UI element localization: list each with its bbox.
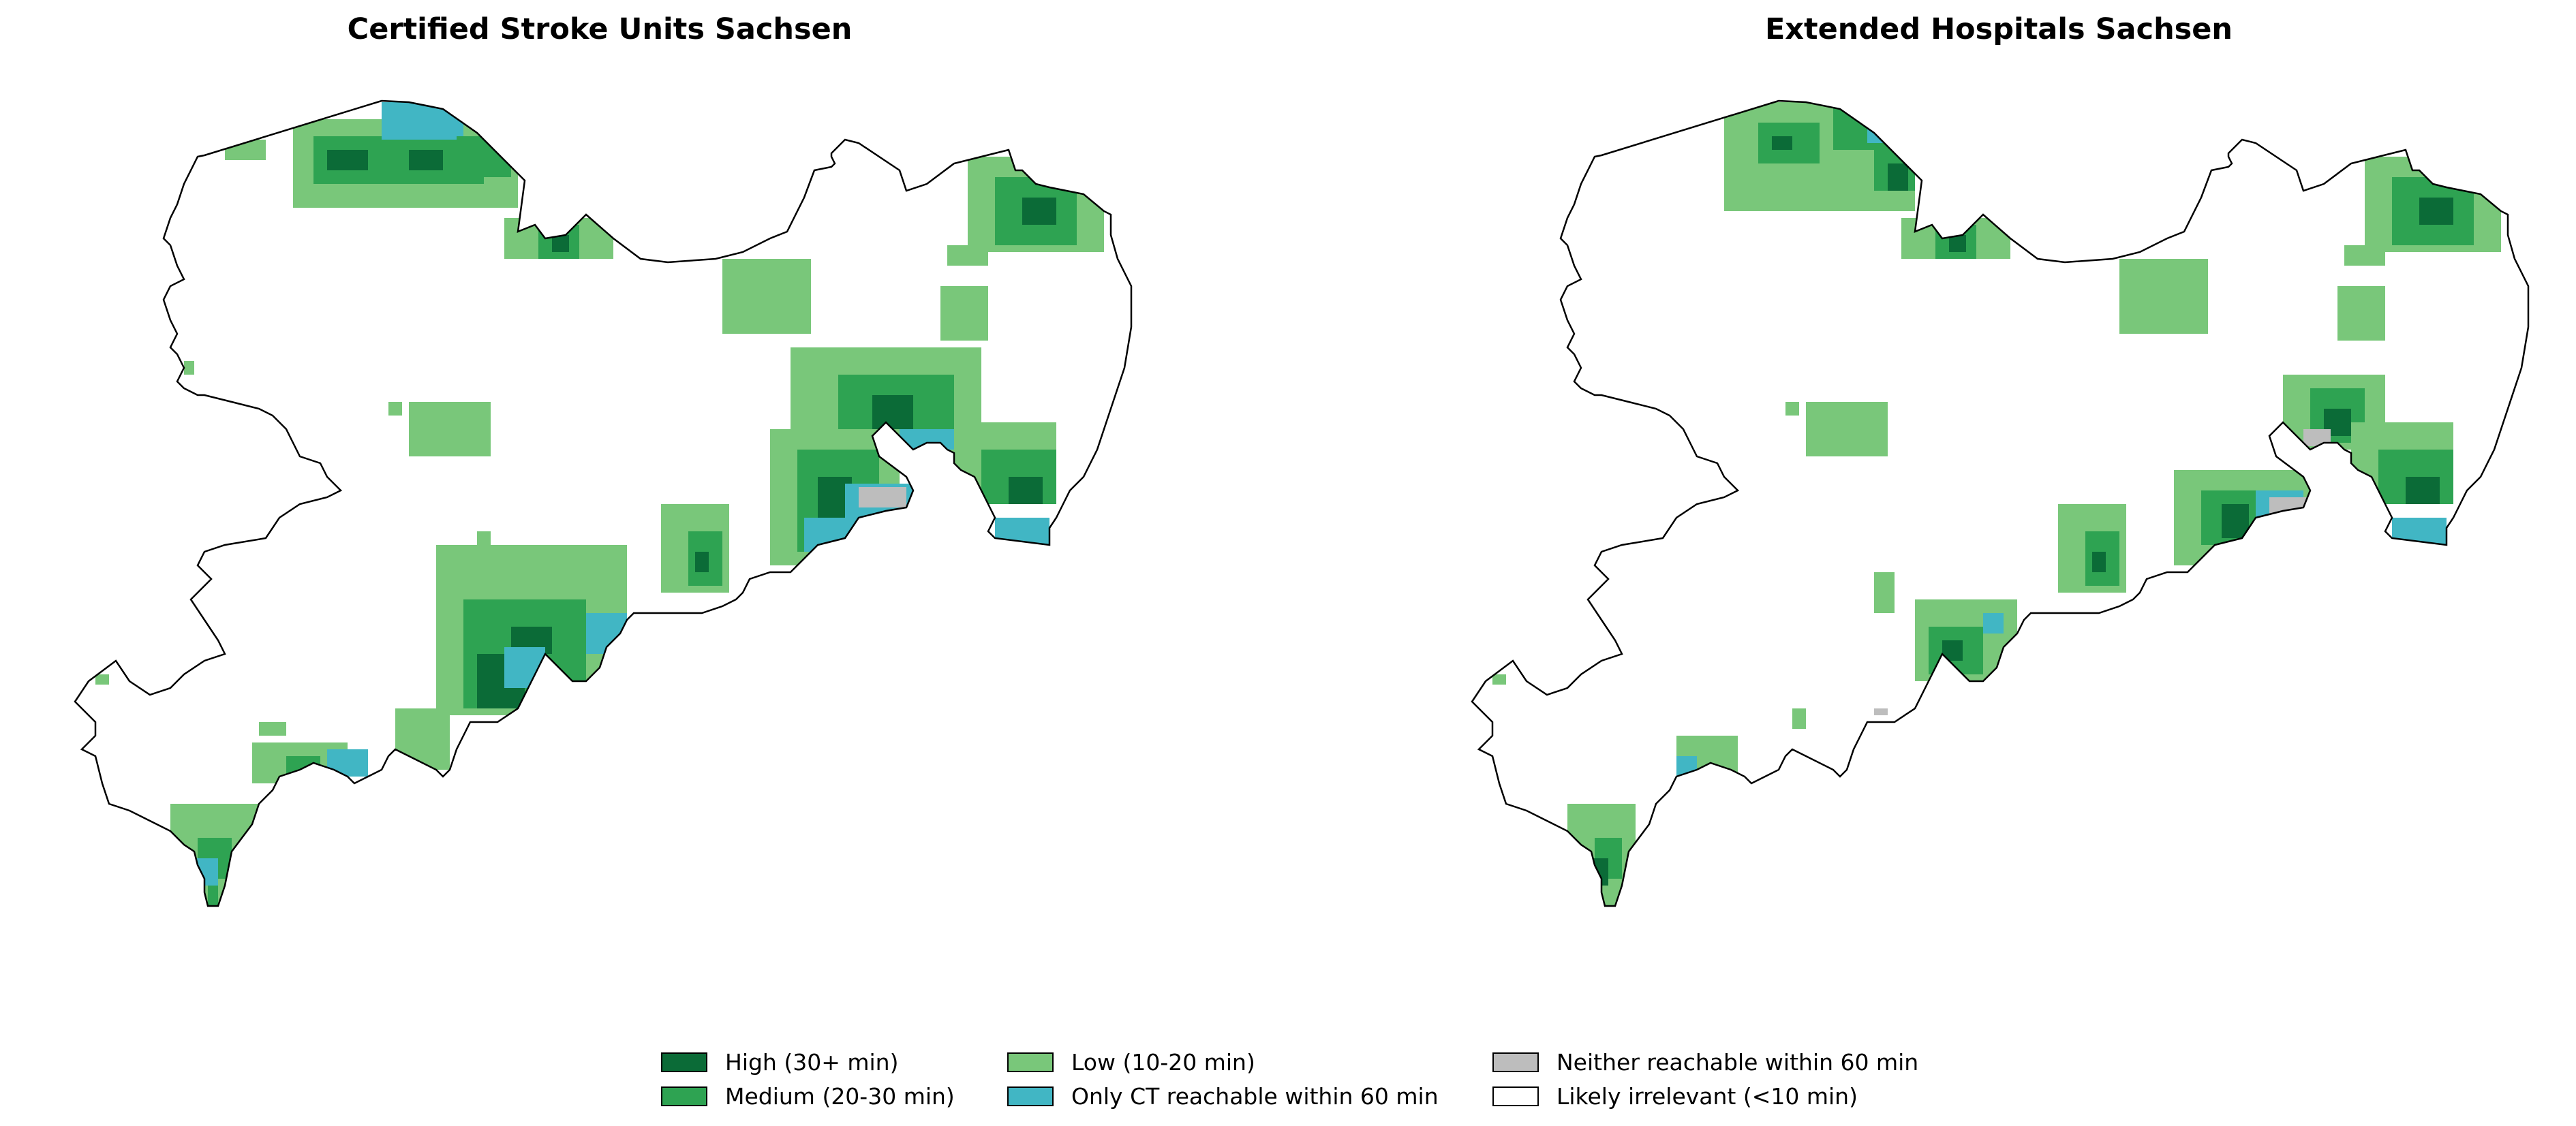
legend-swatch-only-ct <box>1007 1086 1054 1106</box>
sachsen-outline-left <box>74 99 1133 907</box>
legend-item-neither: Neither reachable within 60 min <box>1492 1046 1918 1078</box>
legend-label-medium: Medium (20-30 min) <box>725 1082 955 1110</box>
panel-title-certified-stroke-units: Certified Stroke Units Sachsen <box>347 12 853 46</box>
legend-swatch-irrelevant <box>1492 1086 1539 1106</box>
legend-swatch-medium <box>661 1086 707 1106</box>
legend-swatch-high <box>661 1052 707 1072</box>
legend-swatch-neither <box>1492 1052 1539 1072</box>
legend-item-only-ct: Only CT reachable within 60 min <box>1007 1080 1439 1112</box>
legend-label-only-ct: Only CT reachable within 60 min <box>1071 1082 1439 1110</box>
legend-label-neither: Neither reachable within 60 min <box>1557 1048 1919 1076</box>
panel-title-extended-hospitals: Extended Hospitals Sachsen <box>1764 12 2233 46</box>
legend-label-irrelevant: Likely irrelevant (<10 min) <box>1557 1082 1858 1110</box>
legend-swatch-low <box>1007 1052 1054 1072</box>
legend-item-medium: Medium (20-30 min) <box>661 1080 955 1112</box>
legend-label-high: High (30+ min) <box>725 1048 899 1076</box>
map-certified-stroke-units <box>74 99 1133 907</box>
map-extended-hospitals <box>1471 99 2530 907</box>
legend-item-low: Low (10-20 min) <box>1007 1046 1255 1078</box>
legend-item-high: High (30+ min) <box>661 1046 898 1078</box>
legend-item-irrelevant: Likely irrelevant (<10 min) <box>1492 1080 1858 1112</box>
legend: High (30+ min) Medium (20-30 min) Low (1… <box>661 1046 1942 1121</box>
legend-label-low: Low (10-20 min) <box>1071 1048 1255 1076</box>
sachsen-outline-right <box>1471 99 2530 907</box>
